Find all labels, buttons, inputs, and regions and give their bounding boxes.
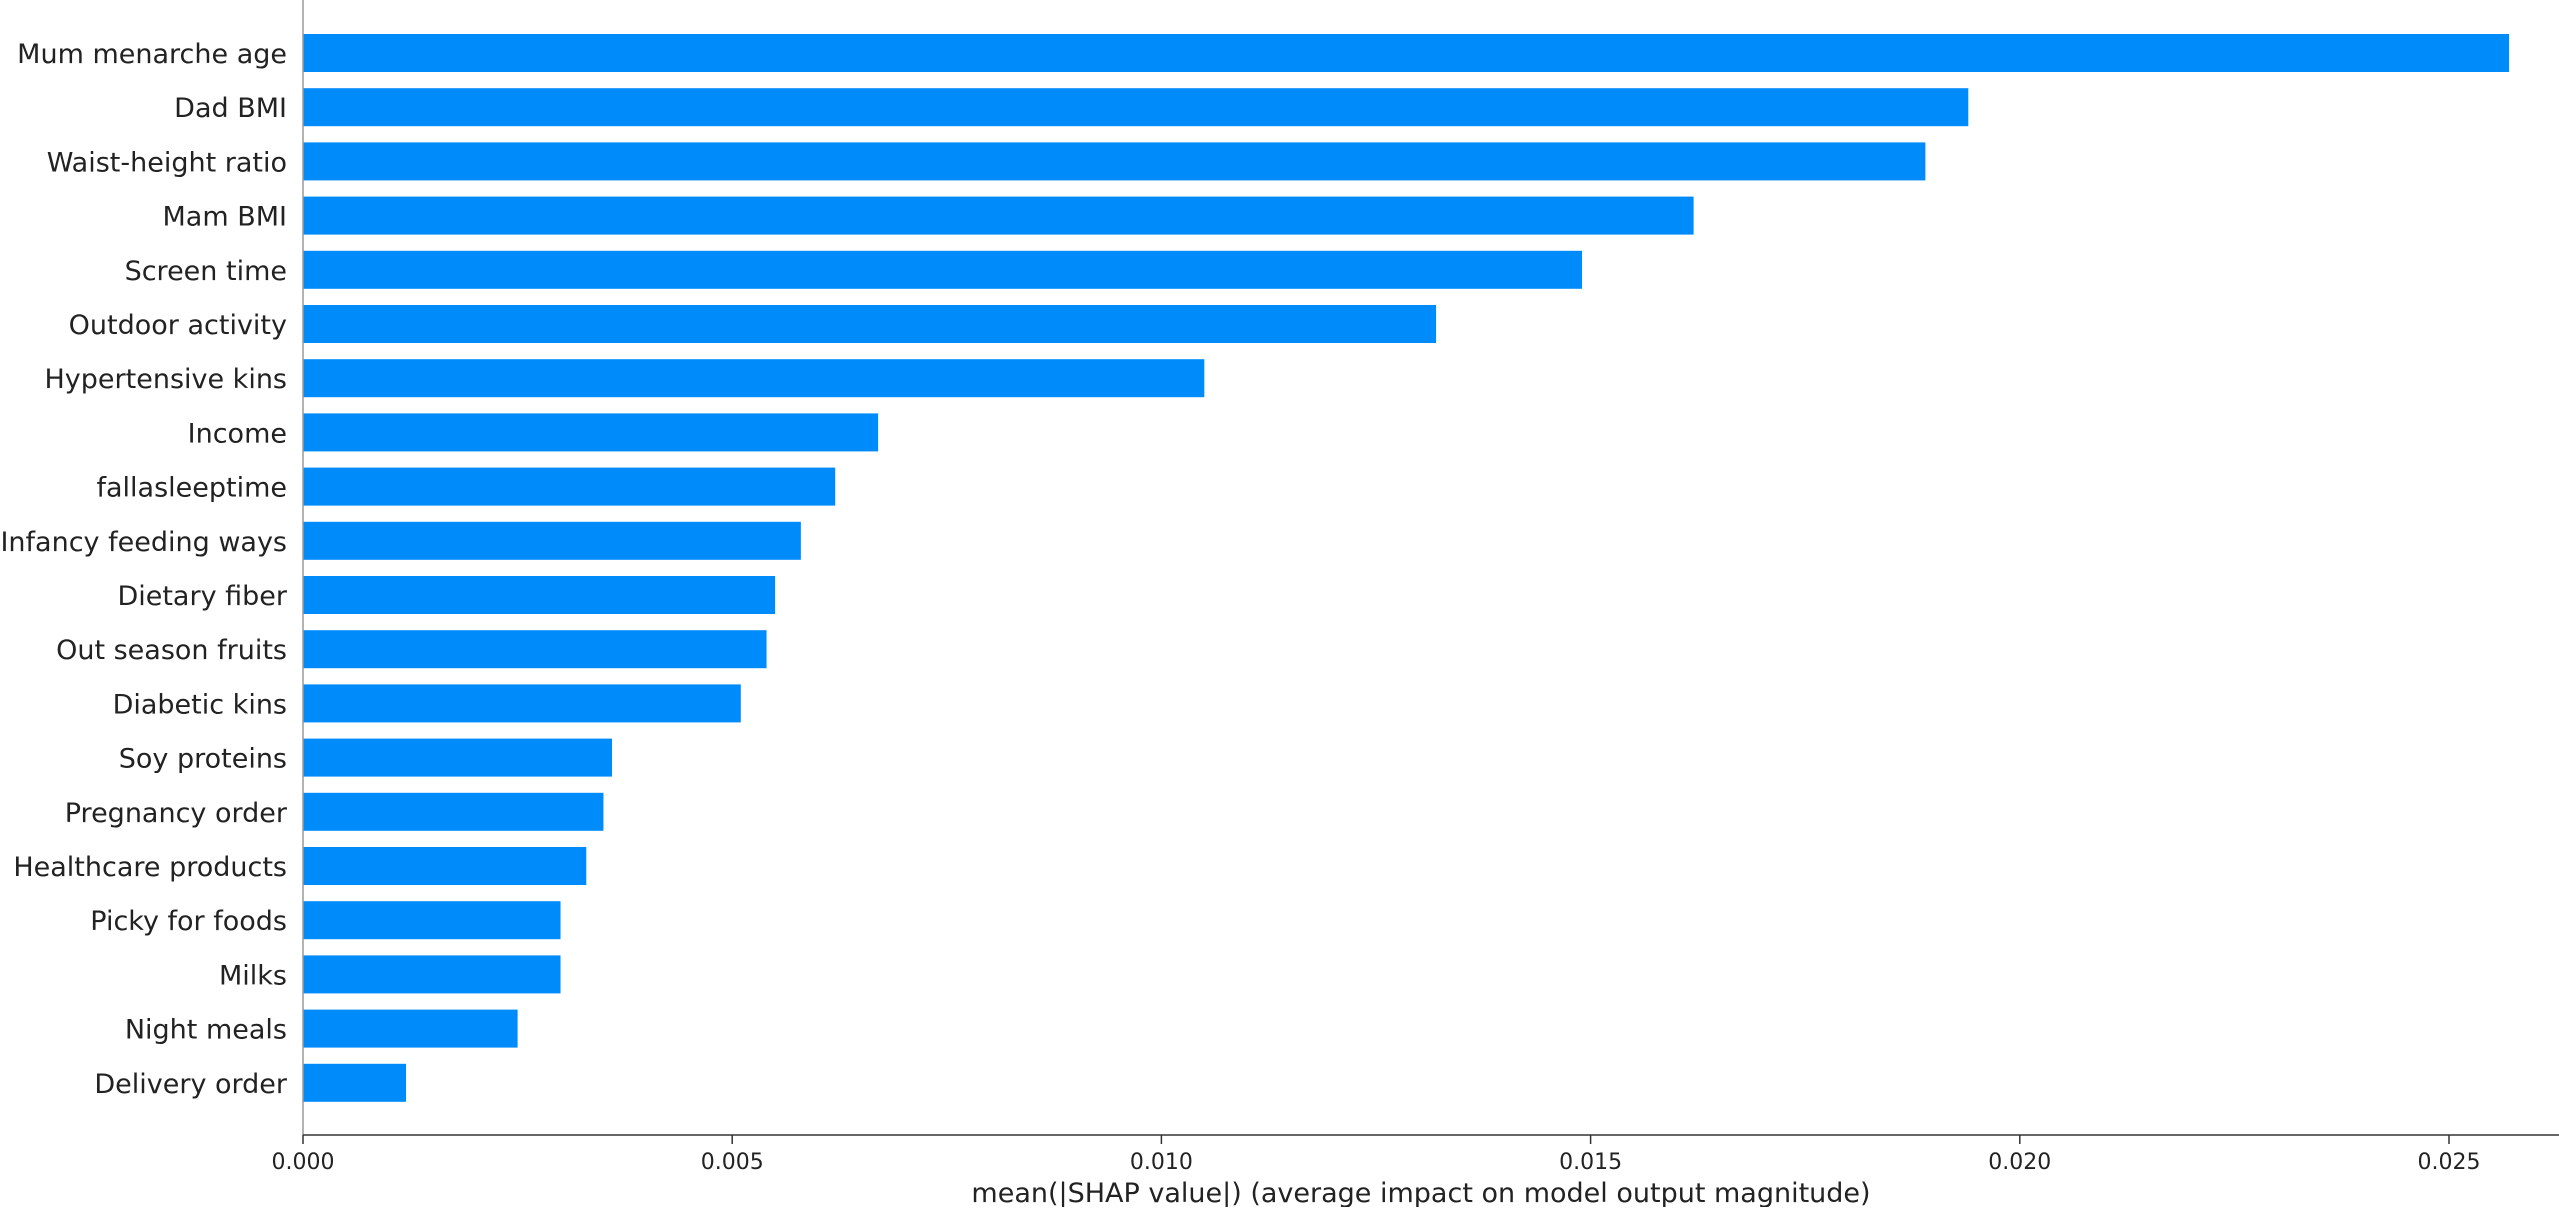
category-label: Screen time [125,256,287,287]
x-tick-label: 0.000 [272,1150,335,1175]
bar-night-meals [303,1009,518,1048]
bar-diabetic-kins [303,684,741,723]
category-label: Soy proteins [119,744,287,775]
x-axis-ticks: 0.000 0.005 0.010 0.015 0.020 0.025 [272,1135,2481,1175]
category-label: Dietary fiber [117,581,287,612]
category-label: Outdoor activity [69,310,287,341]
x-tick-label: 0.010 [1130,1150,1193,1175]
bar-milks [303,955,561,994]
category-label: Milks [219,960,287,991]
x-tick-label: 0.025 [2418,1150,2481,1175]
category-label: Dad BMI [174,93,287,124]
category-label: Pregnancy order [65,798,288,829]
category-label: Mum menarche age [17,39,287,70]
category-label: Hypertensive kins [45,364,288,395]
category-label: Income [188,418,287,449]
bar-out-season-fruits [303,630,767,669]
category-label: Healthcare products [13,852,287,883]
category-label: Delivery order [94,1069,288,1100]
category-label: fallasleeptime [96,473,287,504]
x-tick-label: 0.005 [701,1150,764,1175]
bar-infancy-feeding-ways [303,521,801,560]
category-labels: Mum menarche age Dad BMI Waist-height rati… [0,39,287,1100]
bar-picky-for-foods [303,901,561,940]
category-label: Waist-height ratio [47,147,287,178]
category-label: Diabetic kins [113,689,287,720]
bar-income [303,413,879,452]
bar-fallasleeptime [303,467,836,506]
bar-waist-height-ratio [303,142,1926,181]
x-axis-title: mean(|SHAP value|) (average impact on mo… [971,1178,1870,1207]
bar-soy-proteins [303,738,613,777]
bar-outdoor-activity [303,305,1437,343]
bar-mum-menarche-age [303,34,2510,72]
category-label: Night meals [125,1015,287,1046]
category-label: Infancy feeding ways [0,527,287,558]
bar-healthcare-products [303,847,587,885]
category-label: Out season fruits [56,635,287,666]
category-label: Mam BMI [162,202,287,233]
bar-mam-bmi [303,196,1694,235]
bar-hypertensive-kins [303,359,1205,398]
x-tick-label: 0.020 [1988,1150,2051,1175]
bar-dietary-fiber [303,576,776,614]
x-tick-label: 0.015 [1559,1150,1622,1175]
bar-delivery-order [303,1063,407,1102]
category-label: Picky for foods [90,906,287,937]
bars-layer [303,34,2510,1102]
bar-dad-bmi [303,88,1969,127]
bar-pregnancy-order [303,792,604,831]
bar-screen-time [303,250,1583,289]
